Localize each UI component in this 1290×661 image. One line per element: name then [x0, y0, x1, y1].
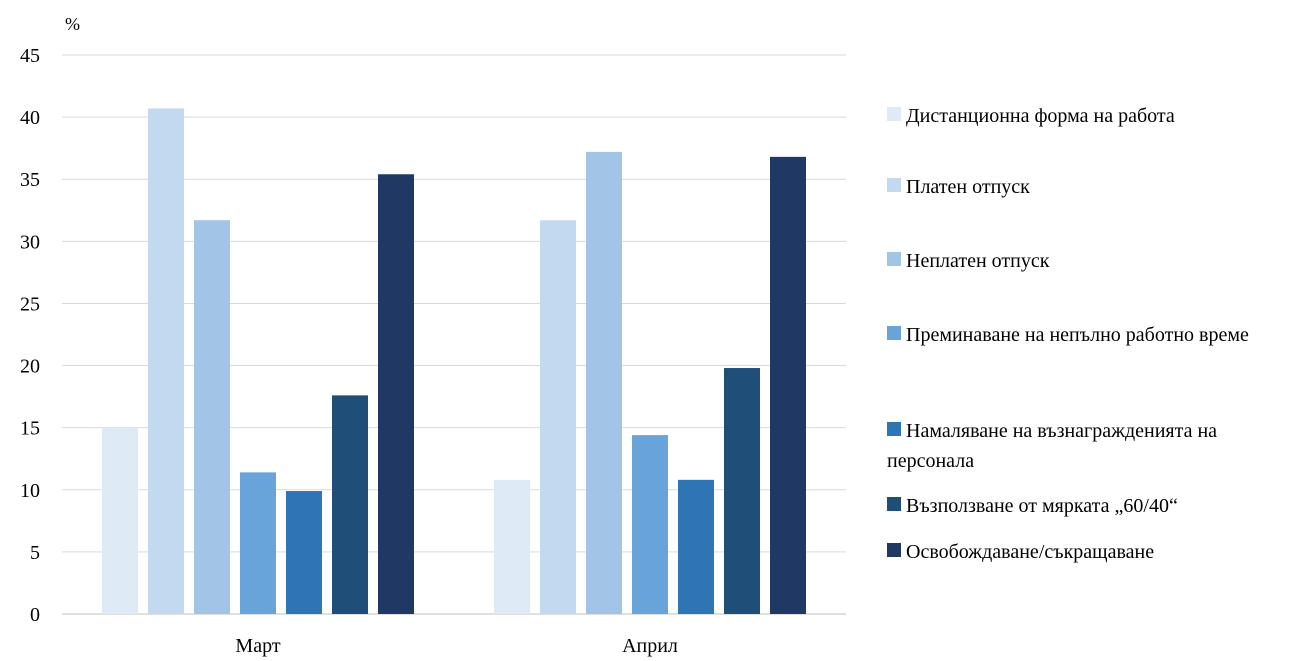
- legend-swatch: [887, 107, 901, 121]
- bar-2-1: [494, 479, 530, 614]
- legend-swatch: [887, 422, 901, 436]
- legend-label: Неплатен отпуск: [906, 250, 1050, 272]
- legend-swatch: [887, 543, 901, 557]
- y-tick-label: 45: [20, 45, 40, 67]
- bar-1-1: [102, 427, 138, 614]
- y-tick-label: 0: [30, 604, 40, 626]
- bar-2-3: [586, 151, 622, 615]
- legend-label: Възползване от мярката „60/40“: [906, 495, 1178, 517]
- bar-2-4: [632, 435, 668, 614]
- legend-label: Платен отпуск: [906, 176, 1030, 198]
- bar-1-2: [148, 108, 184, 614]
- bar-2-5: [678, 479, 714, 614]
- y-tick-label: 15: [20, 418, 40, 440]
- bars: [102, 108, 806, 615]
- bar-1-4: [240, 472, 276, 614]
- y-tick-label: 10: [20, 480, 40, 502]
- y-axis-ticks: 0 5 10 15 20 25 30 35 40 45: [20, 45, 40, 626]
- x-axis-categories: Март Април: [235, 635, 677, 657]
- y-axis-unit-label: %: [65, 14, 80, 34]
- x-category-label: Март: [235, 635, 280, 657]
- legend-swatch: [887, 252, 901, 266]
- legend-swatch: [887, 178, 901, 192]
- bar-1-7: [378, 174, 414, 614]
- y-tick-label: 20: [20, 356, 40, 378]
- y-tick-label: 35: [20, 169, 40, 191]
- legend-label: Дистанционна форма на работа: [906, 105, 1175, 127]
- legend-label: Намаляване на възнагражденията на персона…: [887, 420, 1217, 472]
- y-tick-label: 40: [20, 107, 40, 129]
- bar-2-7: [770, 156, 806, 614]
- legend: Дистанционна форма на работа Платен отпус…: [887, 105, 1249, 563]
- legend-swatch: [887, 326, 901, 340]
- bar-1-3: [194, 220, 230, 614]
- bar-2-6: [724, 368, 760, 614]
- legend-label: Преминаване на непълно работно време: [906, 324, 1249, 346]
- gridlines: [62, 54, 846, 615]
- bar-1-5: [286, 491, 322, 614]
- bar-1-6: [332, 395, 368, 614]
- y-tick-label: 25: [20, 293, 40, 315]
- y-tick-label: 30: [20, 231, 40, 253]
- legend-swatch: [887, 497, 901, 511]
- y-tick-label: 5: [30, 542, 40, 564]
- x-category-label: Април: [622, 635, 678, 657]
- bar-2-2: [540, 220, 576, 614]
- legend-label: Освобождаване/съкращаване: [906, 541, 1154, 563]
